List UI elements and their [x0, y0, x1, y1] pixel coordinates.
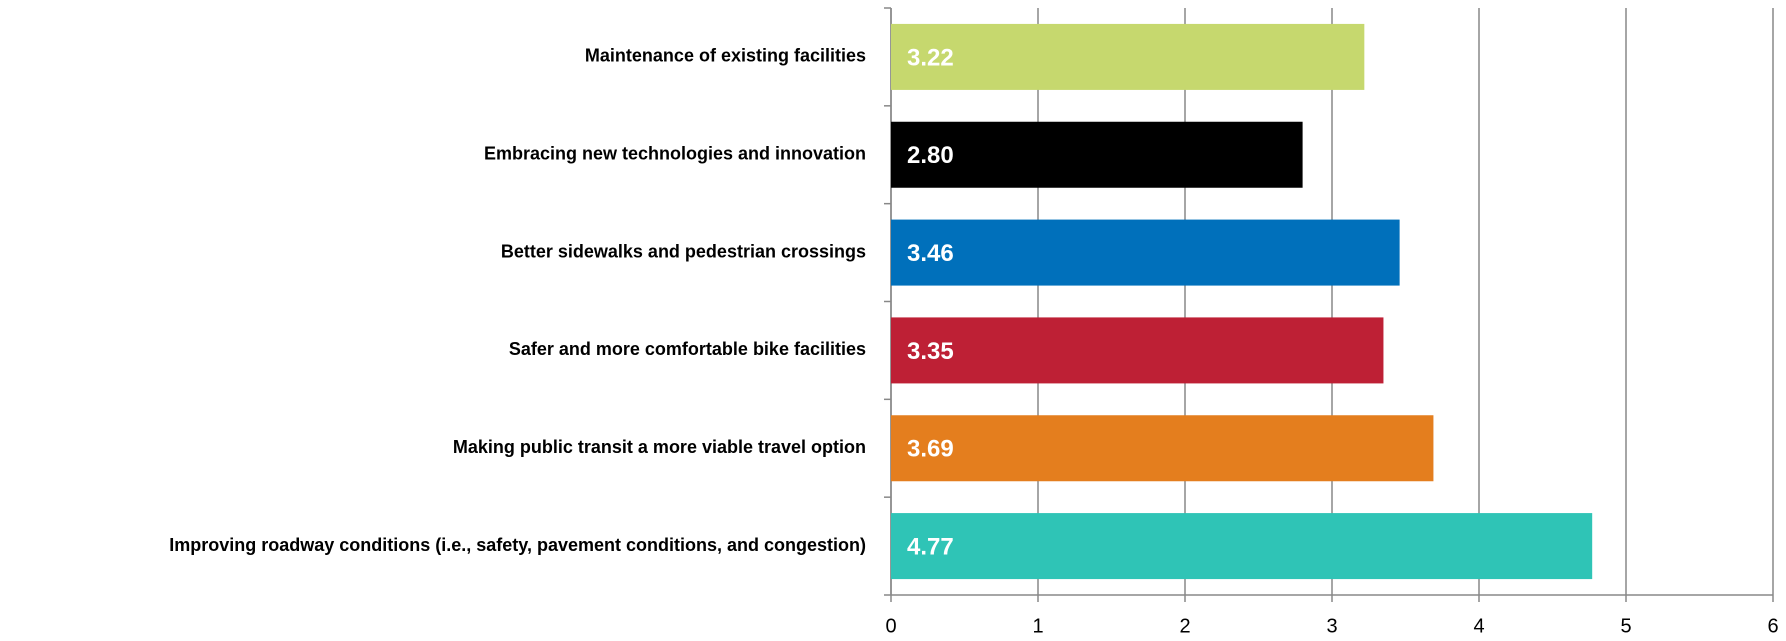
x-tick-label: 0 — [885, 615, 896, 637]
value-label: 4.77 — [907, 533, 954, 560]
value-label: 3.46 — [907, 240, 954, 267]
x-tick-label: 2 — [1179, 615, 1190, 637]
x-tick-label: 5 — [1620, 615, 1631, 637]
bar — [891, 415, 1434, 482]
bar — [891, 317, 1384, 384]
category-label: Safer and more comfortable bike faciliti… — [509, 339, 866, 359]
x-tick-label: 6 — [1767, 615, 1778, 637]
x-tick-label: 1 — [1032, 615, 1043, 637]
bar — [891, 219, 1400, 286]
category-label: Maintenance of existing facilities — [585, 46, 866, 66]
value-label: 2.80 — [907, 142, 954, 169]
x-tick-label: 3 — [1326, 615, 1337, 637]
x-tick-label: 4 — [1473, 615, 1484, 637]
category-label: Better sidewalks and pedestrian crossing… — [501, 241, 866, 261]
category-label: Making public transit a more viable trav… — [453, 437, 866, 457]
bar — [891, 23, 1365, 90]
category-label: Improving roadway conditions (i.e., safe… — [169, 535, 866, 555]
value-label: 3.22 — [907, 44, 954, 71]
value-label: 3.69 — [907, 436, 954, 463]
bar — [891, 121, 1303, 188]
value-label: 3.35 — [907, 338, 954, 365]
category-label: Embracing new technologies and innovatio… — [484, 144, 866, 164]
bar — [891, 513, 1593, 580]
